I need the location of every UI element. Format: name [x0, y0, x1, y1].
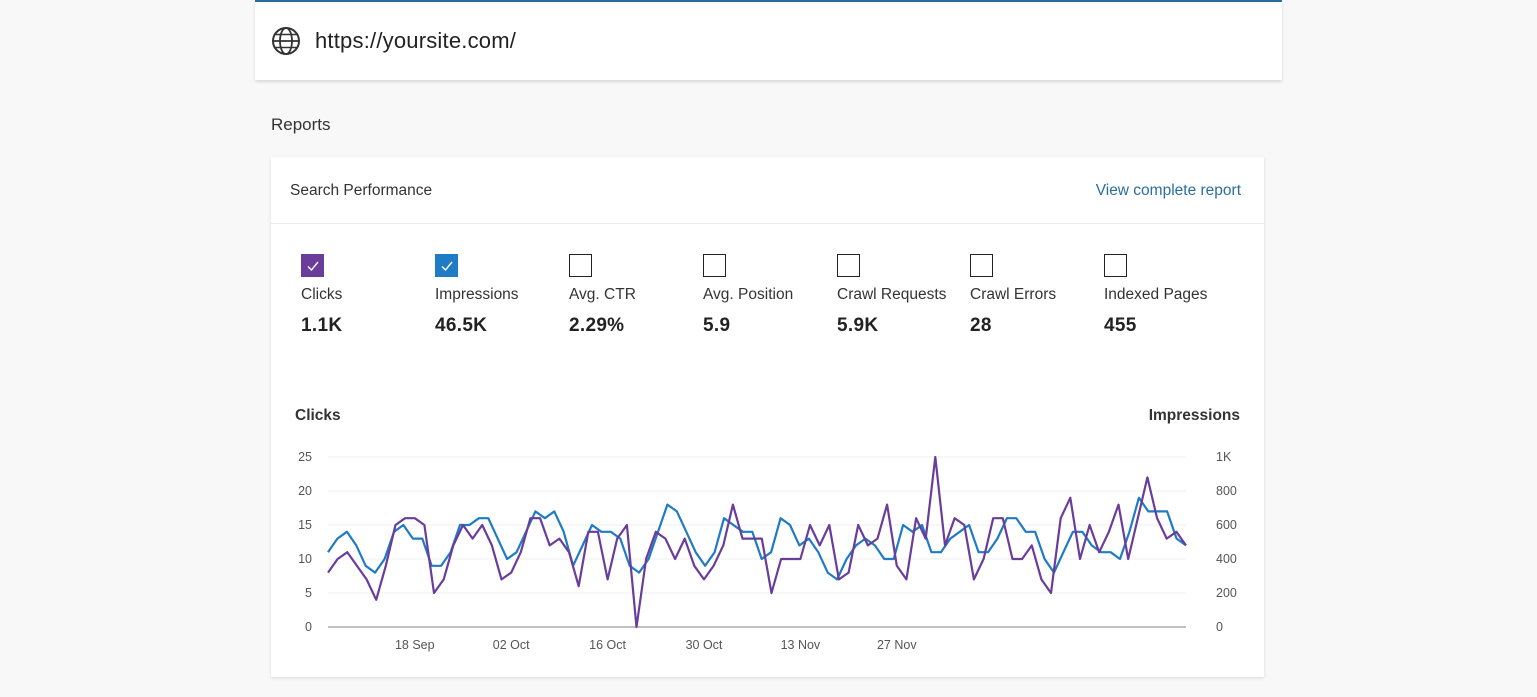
avg-ctr-checkbox[interactable]	[569, 254, 592, 277]
metric-crawl-errors: Crawl Errors 28	[970, 254, 1100, 337]
right-tick-label: 400	[1216, 552, 1237, 566]
x-tick-label: 13 Nov	[781, 638, 821, 652]
right-tick-label: 0	[1216, 620, 1223, 634]
metric-label: Clicks	[301, 286, 343, 303]
left-tick-label: 25	[298, 450, 312, 464]
left-tick-label: 15	[298, 518, 312, 532]
right-tick-label: 800	[1216, 484, 1237, 498]
metric-clicks: Clicks 1.1K	[301, 254, 431, 337]
metric-indexed-pages: Indexed Pages 455	[1104, 254, 1234, 337]
check-icon	[307, 261, 319, 271]
x-tick-label: 02 Oct	[493, 638, 530, 652]
view-complete-report-link[interactable]: View complete report	[1095, 182, 1241, 199]
metric-value: 455	[1104, 315, 1137, 336]
x-tick-label: 27 Nov	[877, 638, 917, 652]
check-icon	[441, 261, 453, 271]
metric-label: Impressions	[435, 286, 519, 303]
left-axis-title: Clicks	[295, 407, 341, 424]
metric-value: 5.9K	[837, 315, 879, 336]
card-header: Search Performance View complete report	[271, 157, 1264, 224]
series-line-impressions	[327, 496, 1187, 581]
metric-avg-position: Avg. Position 5.9	[703, 254, 833, 337]
right-tick-label: 1K	[1216, 450, 1232, 464]
metric-value: 1.1K	[301, 315, 343, 336]
right-tick-label: 200	[1216, 586, 1237, 600]
globe-icon	[272, 27, 300, 55]
crawl-errors-checkbox[interactable]	[970, 254, 993, 277]
left-tick-label: 0	[305, 620, 312, 634]
left-tick-label: 5	[305, 586, 312, 600]
metric-label: Avg. Position	[703, 286, 794, 303]
crawl-requests-checkbox[interactable]	[837, 254, 860, 277]
clicks-checkbox[interactable]	[301, 254, 324, 277]
metric-value: 5.9	[703, 315, 731, 336]
x-tick-label: 30 Oct	[686, 638, 723, 652]
metric-label: Crawl Errors	[970, 286, 1057, 303]
metric-label: Crawl Requests	[837, 286, 947, 303]
section-title: Reports	[271, 115, 331, 134]
metric-label: Indexed Pages	[1104, 286, 1208, 303]
metric-value: 2.29%	[569, 315, 625, 336]
url-text: https://yoursite.com/	[315, 28, 517, 53]
url-bar[interactable]: https://yoursite.com/	[255, 0, 1282, 80]
series-line-clicks	[327, 455, 1187, 629]
search-performance-card: Search Performance View complete report …	[271, 157, 1264, 677]
performance-chart[interactable]: 0 0 5 200 10 400 15 600 20 800 25 1K 18 Sep 02 Oct 16 …	[271, 437, 1264, 667]
metric-crawl-requests: Crawl Requests 5.9K	[837, 254, 967, 337]
x-tick-label: 18 Sep	[395, 638, 435, 652]
right-axis-title: Impressions	[1148, 407, 1240, 424]
indexed-pages-checkbox[interactable]	[1104, 254, 1127, 277]
left-tick-label: 10	[298, 552, 312, 566]
x-tick-label: 16 Oct	[589, 638, 626, 652]
metric-impressions: Impressions 46.5K	[435, 254, 565, 337]
right-tick-label: 600	[1216, 518, 1237, 532]
left-tick-label: 20	[298, 484, 312, 498]
metric-value: 28	[970, 315, 992, 336]
metric-avg-ctr: Avg. CTR 2.29%	[569, 254, 699, 337]
avg-position-checkbox[interactable]	[703, 254, 726, 277]
metric-value: 46.5K	[435, 315, 488, 336]
impressions-checkbox[interactable]	[435, 254, 458, 277]
card-title: Search Performance	[290, 182, 433, 199]
metric-label: Avg. CTR	[569, 286, 636, 303]
